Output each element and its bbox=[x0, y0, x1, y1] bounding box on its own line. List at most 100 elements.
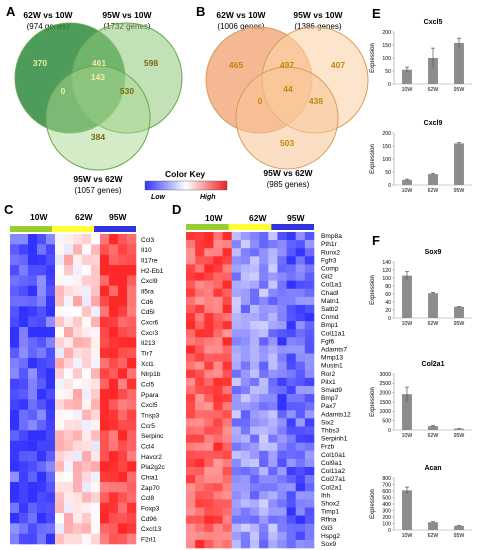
heatmap-cell bbox=[213, 394, 223, 403]
heatmap-cell bbox=[19, 409, 29, 421]
heatmap-cell bbox=[213, 442, 223, 452]
heatmap-cell bbox=[10, 296, 20, 307]
heatmap-cell bbox=[295, 539, 306, 549]
gene-label: Ccl8 bbox=[141, 495, 155, 502]
heatmap-cell bbox=[91, 471, 101, 483]
heatmap-c-group-bar bbox=[10, 226, 136, 232]
heatmap-cell bbox=[304, 232, 315, 241]
heatmap-cell bbox=[222, 539, 233, 549]
heatmap-cell bbox=[19, 451, 29, 462]
heatmap-cell bbox=[73, 533, 83, 545]
heatmap-cell bbox=[304, 402, 315, 411]
gene-label: Col1a1 bbox=[321, 282, 342, 289]
heatmap-cell bbox=[240, 450, 251, 460]
heatmap-cell bbox=[91, 316, 101, 328]
y-tick-label: 50 bbox=[385, 69, 391, 75]
heatmap-cell bbox=[195, 240, 205, 249]
heatmap-cell bbox=[268, 329, 278, 338]
heatmap-cell bbox=[240, 288, 251, 298]
heatmap-cell bbox=[109, 337, 119, 348]
heatmap-cell bbox=[222, 450, 233, 460]
heatmap-cell bbox=[64, 451, 74, 462]
heatmap-cell bbox=[213, 353, 223, 362]
heatmap-cell bbox=[204, 304, 214, 314]
panel-label-a: A bbox=[6, 4, 16, 19]
venn-b-set2-title: 95W vs 10W bbox=[293, 10, 343, 20]
venn-b-only3: 503 bbox=[280, 138, 294, 148]
heatmap-cell bbox=[231, 394, 242, 403]
heatmap-cell bbox=[19, 275, 29, 286]
heatmap-cell bbox=[28, 327, 38, 338]
heatmap-cell bbox=[186, 240, 196, 249]
bar bbox=[454, 525, 464, 530]
heatmap-cell bbox=[186, 313, 196, 322]
gene-label: Ccl4 bbox=[141, 443, 155, 450]
heatmap-cell bbox=[240, 232, 251, 241]
heatmap-cell bbox=[240, 272, 251, 281]
heatmap-cell bbox=[37, 492, 47, 503]
heatmap-cell bbox=[222, 434, 233, 443]
venn-b-set1-count: (1006 genes) bbox=[217, 22, 264, 31]
heatmap-cell bbox=[259, 369, 269, 379]
gene-label: Pth1r bbox=[321, 241, 338, 248]
heatmap-cell bbox=[259, 394, 269, 403]
heatmap-cell bbox=[268, 353, 278, 362]
heatmap-cell bbox=[186, 394, 196, 403]
heatmap-cell bbox=[286, 280, 297, 290]
gene-label: Sox9 bbox=[321, 541, 336, 548]
heatmap-cell bbox=[295, 434, 306, 443]
heatmap-cell bbox=[127, 244, 137, 255]
heatmap-cell bbox=[100, 420, 110, 431]
heatmap-cell bbox=[73, 368, 83, 379]
gene-label: Mustn1 bbox=[321, 363, 343, 370]
heatmap-cell bbox=[64, 461, 74, 472]
heatmap-cell bbox=[64, 327, 74, 338]
heatmap-cell bbox=[73, 451, 83, 462]
heatmap-cell bbox=[213, 491, 223, 500]
x-tick-label: 10W bbox=[402, 321, 413, 327]
heatmap-cell bbox=[118, 244, 128, 255]
color-key-high: High bbox=[200, 194, 216, 201]
heatmap-cell bbox=[213, 296, 223, 306]
heatmap-cell bbox=[82, 306, 92, 317]
heatmap-cell bbox=[91, 234, 101, 245]
heatmap-cell bbox=[82, 461, 92, 472]
heatmap-cell bbox=[195, 264, 205, 273]
heatmap-cell bbox=[295, 256, 306, 265]
heatmap-cell bbox=[64, 285, 74, 297]
heatmap-cell bbox=[295, 377, 306, 387]
heatmap-cell bbox=[231, 402, 242, 411]
heatmap-cell bbox=[195, 491, 205, 500]
group-bar-segment bbox=[94, 226, 136, 232]
heatmap-cell bbox=[100, 347, 110, 359]
heatmap-cell bbox=[250, 361, 260, 371]
heatmap-cell bbox=[127, 368, 137, 379]
heatmap-cell bbox=[222, 256, 233, 265]
heatmap-cell bbox=[231, 410, 242, 419]
heatmap-cell bbox=[28, 358, 38, 369]
gene-label: Runx2 bbox=[321, 249, 340, 256]
heatmap-cell bbox=[91, 389, 101, 400]
heatmap-cell bbox=[37, 254, 47, 266]
heatmap-cell bbox=[55, 513, 65, 524]
x-tick-label: 95W bbox=[454, 321, 465, 327]
heatmap-cell bbox=[240, 466, 251, 476]
venn-b-only2: 407 bbox=[331, 60, 345, 70]
y-tick-label: 50 bbox=[385, 170, 391, 176]
bar bbox=[428, 426, 438, 430]
heatmap-cell bbox=[259, 507, 269, 516]
heatmap-cell bbox=[250, 385, 260, 395]
heatmap-cell bbox=[19, 358, 29, 369]
bar-chart-title: Col2a1 bbox=[422, 361, 445, 368]
heatmap-cell bbox=[118, 358, 128, 369]
heatmap-cell bbox=[46, 461, 56, 472]
gene-label: Cxcr6 bbox=[141, 319, 159, 326]
heatmap-cell bbox=[213, 240, 223, 249]
heatmap-cell bbox=[91, 275, 101, 286]
heatmap-cell bbox=[64, 337, 74, 348]
heatmap-cell bbox=[55, 358, 65, 369]
heatmap-cell bbox=[46, 430, 56, 441]
heatmap-cell bbox=[37, 316, 47, 328]
heatmap-cell bbox=[46, 451, 56, 462]
